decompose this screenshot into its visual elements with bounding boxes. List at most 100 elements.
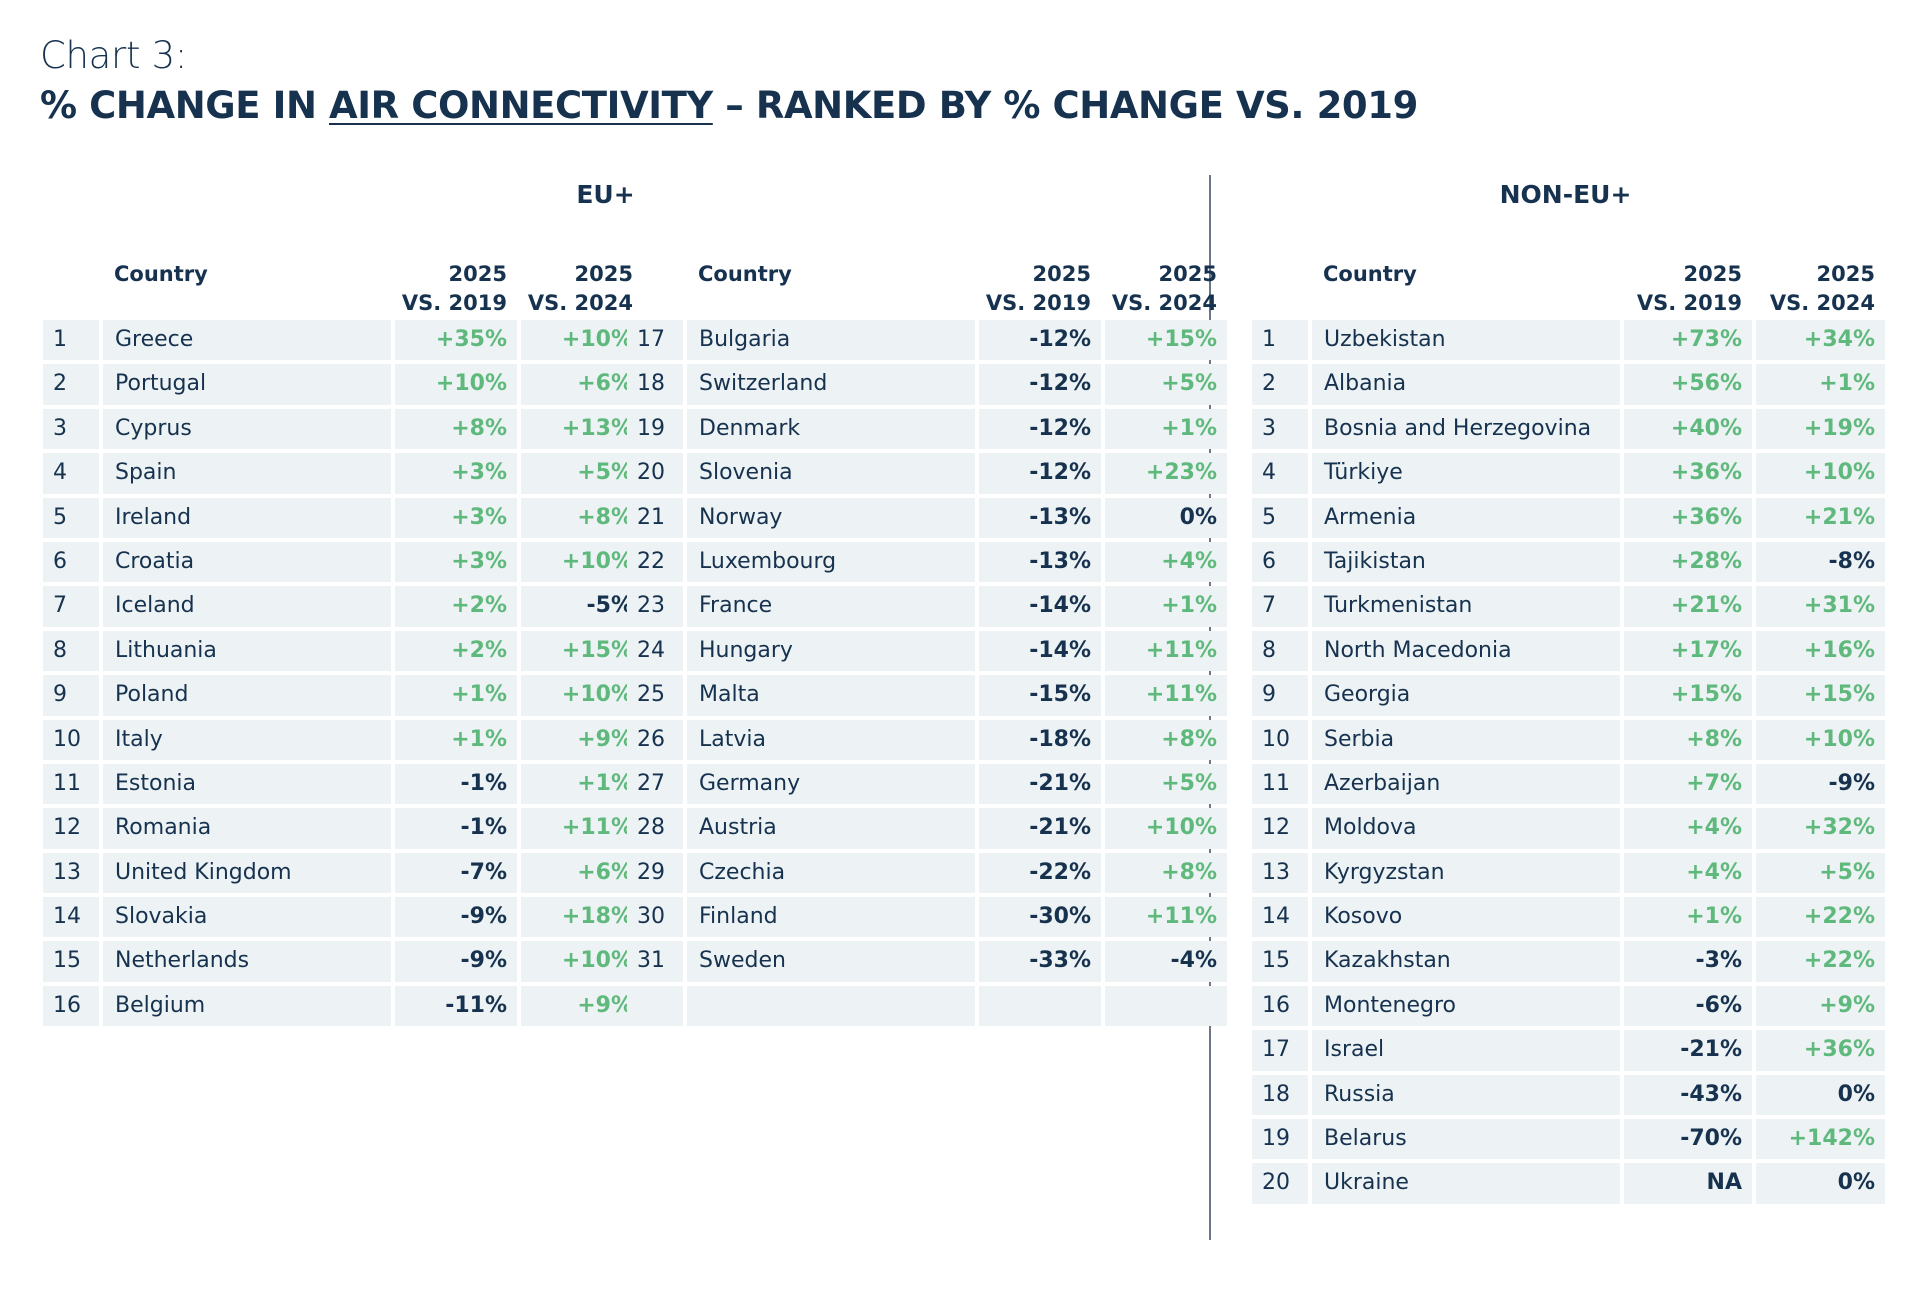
vs2019-cell-empty (979, 985, 1101, 1027)
vs2024-cell: 0% (1756, 1163, 1885, 1204)
country-cell: Luxembourg (687, 541, 975, 583)
rank-cell: 2 (43, 364, 99, 405)
vs2019-cell: +3% (395, 453, 517, 494)
country-cell: Norway (687, 497, 975, 538)
rank-cell: 6 (43, 541, 99, 583)
country-cell: Spain (103, 453, 391, 494)
vs2024-cell: +11% (1105, 630, 1227, 672)
vs2024-cell: 0% (1105, 497, 1227, 538)
country-cell: Latvia (687, 719, 975, 760)
vs2024-cell: +8% (1105, 852, 1227, 894)
table-header: Country 2025 VS. 2019 2025 VS. 2024 (627, 250, 1227, 320)
vs2019-cell: -12% (979, 453, 1101, 494)
rank-cell: 19 (1252, 1119, 1308, 1160)
vs2024-cell: +1% (521, 763, 643, 805)
vs2019-cell: -9% (395, 941, 517, 982)
vs2024-cell: +15% (1756, 675, 1885, 716)
vs2019-cell: -7% (395, 852, 517, 894)
vs2024-cell: +11% (1105, 675, 1227, 716)
country-cell: Poland (103, 675, 391, 716)
vs2024-cell: +16% (1756, 630, 1885, 672)
vs2019-cell: -33% (979, 941, 1101, 982)
col-header-vs2019: 2025 VS. 2019 (1624, 260, 1742, 318)
rank-cell: 15 (1252, 941, 1308, 982)
rank-cell: 7 (43, 586, 99, 627)
vs2024-cell: +142% (1756, 1119, 1885, 1160)
vs2019-cell: -12% (979, 364, 1101, 405)
rank-cell: 8 (1252, 630, 1308, 672)
rank-cell: 20 (1252, 1163, 1308, 1204)
vs2019-cell: -15% (979, 675, 1101, 716)
rank-cell: 3 (43, 408, 99, 450)
vs2024-cell: -8% (1756, 541, 1885, 583)
country-cell: Belarus (1312, 1119, 1620, 1160)
rank-cell: 20 (627, 453, 683, 494)
table-row: 11 Estonia -1% +1% (43, 763, 643, 808)
rank-cell-empty (627, 985, 683, 1027)
col-header-vs2024-line1: 2025 (1816, 262, 1875, 286)
table-row: 9 Georgia +15% +15% (1252, 675, 1885, 719)
vs2024-cell: +6% (521, 364, 643, 405)
table-row: 4 Spain +3% +5% (43, 453, 643, 497)
vs2019-cell: -1% (395, 763, 517, 805)
vs2024-cell: +23% (1105, 453, 1227, 494)
vs2024-cell: +10% (521, 675, 643, 716)
vs2019-cell: +40% (1624, 408, 1752, 450)
vs2024-cell: 0% (1756, 1074, 1885, 1116)
rank-cell: 15 (43, 941, 99, 982)
vs2019-cell: +28% (1624, 541, 1752, 583)
table-row: 18 Russia -43% 0% (1252, 1074, 1885, 1119)
vs2019-cell: +35% (395, 320, 517, 361)
table-row: 8 Lithuania +2% +15% (43, 630, 643, 675)
rank-cell: 17 (627, 320, 683, 361)
country-cell: Greece (103, 320, 391, 361)
vs2019-cell: -12% (979, 320, 1101, 361)
country-cell: Cyprus (103, 408, 391, 450)
rank-cell: 10 (43, 719, 99, 760)
table-row-empty (627, 985, 1227, 1030)
vs2019-cell: +36% (1624, 497, 1752, 538)
rank-cell: 6 (1252, 541, 1308, 583)
table-row: 29 Czechia -22% +8% (627, 852, 1227, 897)
country-cell: Czechia (687, 852, 975, 894)
vs2019-cell: +2% (395, 630, 517, 672)
table-row: 3 Cyprus +8% +13% (43, 408, 643, 453)
vs2019-cell: +36% (1624, 453, 1752, 494)
vs2019-cell: +3% (395, 541, 517, 583)
vs2024-cell: +11% (1105, 897, 1227, 938)
vs2019-cell: -9% (395, 897, 517, 938)
vs2019-cell: +56% (1624, 364, 1752, 405)
section-title-eu: EU+ (576, 180, 635, 209)
vs2024-cell: +10% (1105, 808, 1227, 849)
table-row: 25 Malta -15% +11% (627, 675, 1227, 719)
col-header-vs2024-line2: VS. 2024 (527, 291, 633, 315)
country-cell: Finland (687, 897, 975, 938)
country-cell: Denmark (687, 408, 975, 450)
vs2019-cell: +15% (1624, 675, 1752, 716)
vs2019-cell: +1% (395, 675, 517, 716)
vs2024-cell: +22% (1756, 897, 1885, 938)
rank-cell: 3 (1252, 408, 1308, 450)
rank-cell: 31 (627, 941, 683, 982)
col-header-vs2024-line2: VS. 2024 (1111, 291, 1217, 315)
table-row: 5 Armenia +36% +21% (1252, 497, 1885, 542)
rank-cell: 7 (1252, 586, 1308, 627)
vs2019-cell: -18% (979, 719, 1101, 760)
table-row: 30 Finland -30% +11% (627, 897, 1227, 941)
vs2024-cell-empty (1105, 985, 1227, 1027)
vs2024-cell: -4% (1105, 941, 1227, 982)
rank-cell: 9 (43, 675, 99, 716)
table-row: 21 Norway -13% 0% (627, 497, 1227, 542)
col-header-vs2019-line2: VS. 2019 (401, 291, 507, 315)
vs2024-cell: +11% (521, 808, 643, 849)
country-cell: Croatia (103, 541, 391, 583)
vs2019-cell: -6% (1624, 985, 1752, 1027)
country-cell: Montenegro (1312, 985, 1620, 1027)
vs2019-cell: NA (1624, 1163, 1752, 1204)
country-cell: Iceland (103, 586, 391, 627)
table-row: 16 Montenegro -6% +9% (1252, 985, 1885, 1030)
rank-cell: 5 (1252, 497, 1308, 538)
vs2019-cell: +3% (395, 497, 517, 538)
vs2019-cell: -13% (979, 497, 1101, 538)
table-row: 15 Kazakhstan -3% +22% (1252, 941, 1885, 985)
